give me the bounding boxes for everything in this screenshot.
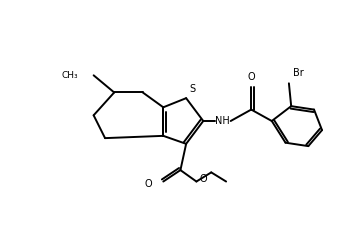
- Text: NH: NH: [215, 116, 230, 126]
- Text: CH₃: CH₃: [61, 71, 78, 80]
- Text: Br: Br: [293, 68, 304, 78]
- Text: O: O: [144, 179, 152, 189]
- Text: O: O: [247, 72, 255, 82]
- Text: O: O: [200, 174, 207, 184]
- Text: S: S: [189, 83, 196, 94]
